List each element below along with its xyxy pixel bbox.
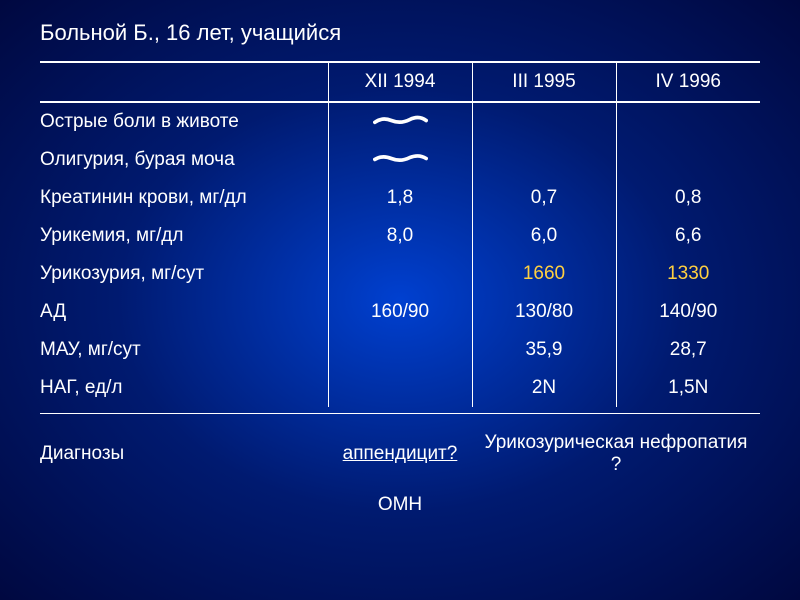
cell: 35,9 bbox=[472, 331, 616, 369]
cell: 2N bbox=[472, 369, 616, 407]
table-row: Острые боли в животе bbox=[40, 102, 760, 141]
cell-squiggle bbox=[328, 102, 472, 141]
cell: 28,7 bbox=[616, 331, 760, 369]
cell-empty bbox=[472, 141, 616, 179]
cell: 6,6 bbox=[616, 217, 760, 255]
cell-empty bbox=[328, 255, 472, 293]
col-header-2: III 1995 bbox=[472, 62, 616, 102]
cell: 0,8 bbox=[616, 179, 760, 217]
cell: 6,0 bbox=[472, 217, 616, 255]
diagnosis-1: аппендицит? bbox=[328, 414, 472, 485]
cell: 0,7 bbox=[472, 179, 616, 217]
cell: 140/90 bbox=[616, 293, 760, 331]
table-row: Креатинин крови, мг/дл 1,8 0,7 0,8 bbox=[40, 179, 760, 217]
cell-empty bbox=[472, 102, 616, 141]
cell: 1,8 bbox=[328, 179, 472, 217]
row-label: Креатинин крови, мг/дл bbox=[40, 179, 328, 217]
cell-highlight: 1660 bbox=[472, 255, 616, 293]
row-label: НАГ, ед/л bbox=[40, 369, 328, 407]
cell-highlight: 1330 bbox=[616, 255, 760, 293]
row-label: АД bbox=[40, 293, 328, 331]
cell: 160/90 bbox=[328, 293, 472, 331]
cell-squiggle bbox=[328, 141, 472, 179]
col-header-3: IV 1996 bbox=[616, 62, 760, 102]
diagnosis-2: Урикозурическая нефропатия ? bbox=[472, 414, 760, 485]
cell: 8,0 bbox=[328, 217, 472, 255]
row-label: Острые боли в животе bbox=[40, 102, 328, 141]
diagnosis-label: Диагнозы bbox=[40, 414, 328, 485]
table-row: МАУ, мг/сут 35,9 28,7 bbox=[40, 331, 760, 369]
row-label: Урикемия, мг/дл bbox=[40, 217, 328, 255]
cell-empty bbox=[328, 331, 472, 369]
diagnosis-3: ОМН bbox=[328, 484, 472, 524]
squiggle-icon bbox=[373, 153, 428, 165]
clinical-table: XII 1994 III 1995 IV 1996 Острые боли в … bbox=[40, 61, 760, 524]
row-label: Урикозурия, мг/сут bbox=[40, 255, 328, 293]
squiggle-icon bbox=[373, 115, 428, 127]
table-row: Урикемия, мг/дл 8,0 6,0 6,6 bbox=[40, 217, 760, 255]
row-label: Олигурия, бурая моча bbox=[40, 141, 328, 179]
cell-empty bbox=[40, 484, 328, 524]
table-row: Олигурия, бурая моча bbox=[40, 141, 760, 179]
cell-empty bbox=[472, 484, 760, 524]
table-row: Урикозурия, мг/сут 1660 1330 bbox=[40, 255, 760, 293]
cell: 1,5N bbox=[616, 369, 760, 407]
diagnosis-row: Диагнозы аппендицит? Урикозурическая неф… bbox=[40, 414, 760, 485]
row-label: МАУ, мг/сут bbox=[40, 331, 328, 369]
slide-title: Больной Б., 16 лет, учащийся bbox=[40, 20, 760, 46]
omn-row: ОМН bbox=[40, 484, 760, 524]
table-row: АД 160/90 130/80 140/90 bbox=[40, 293, 760, 331]
col-header-1: XII 1994 bbox=[328, 62, 472, 102]
cell-empty bbox=[616, 141, 760, 179]
cell: 130/80 bbox=[472, 293, 616, 331]
header-blank bbox=[40, 62, 328, 102]
table-row: НАГ, ед/л 2N 1,5N bbox=[40, 369, 760, 407]
header-row: XII 1994 III 1995 IV 1996 bbox=[40, 62, 760, 102]
cell-empty bbox=[328, 369, 472, 407]
cell-empty bbox=[616, 102, 760, 141]
